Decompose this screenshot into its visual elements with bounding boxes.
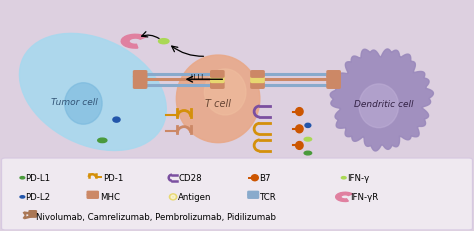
Text: T cell: T cell xyxy=(205,99,231,109)
FancyBboxPatch shape xyxy=(211,77,224,83)
Ellipse shape xyxy=(296,125,303,133)
Text: IFN-γR: IFN-γR xyxy=(350,192,378,201)
FancyBboxPatch shape xyxy=(248,191,258,195)
Text: IFN-γ: IFN-γ xyxy=(347,173,369,182)
FancyBboxPatch shape xyxy=(134,77,147,83)
Circle shape xyxy=(304,138,311,141)
Ellipse shape xyxy=(204,70,246,116)
FancyBboxPatch shape xyxy=(327,71,340,78)
Text: Nivolumab, Camrelizumab, Pembrolizumab, Pidilizumab: Nivolumab, Camrelizumab, Pembrolizumab, … xyxy=(36,212,275,221)
Text: Tumor cell: Tumor cell xyxy=(51,97,97,106)
Circle shape xyxy=(341,177,346,179)
FancyBboxPatch shape xyxy=(29,211,36,214)
Text: Antigen: Antigen xyxy=(178,192,211,201)
Circle shape xyxy=(20,177,25,179)
Ellipse shape xyxy=(176,56,260,143)
FancyBboxPatch shape xyxy=(87,195,98,198)
Ellipse shape xyxy=(296,142,303,150)
FancyBboxPatch shape xyxy=(29,214,36,217)
Ellipse shape xyxy=(305,124,311,128)
FancyBboxPatch shape xyxy=(211,71,224,78)
FancyBboxPatch shape xyxy=(251,71,264,78)
Ellipse shape xyxy=(19,34,166,151)
Ellipse shape xyxy=(251,175,258,181)
Polygon shape xyxy=(330,50,433,151)
FancyBboxPatch shape xyxy=(327,82,340,89)
FancyBboxPatch shape xyxy=(87,191,98,195)
Text: B7: B7 xyxy=(259,173,271,182)
FancyBboxPatch shape xyxy=(134,82,147,89)
Wedge shape xyxy=(336,192,352,202)
Circle shape xyxy=(98,139,107,143)
FancyBboxPatch shape xyxy=(211,82,224,89)
Text: PD-L2: PD-L2 xyxy=(26,192,51,201)
Text: PD-L1: PD-L1 xyxy=(26,173,51,182)
Text: Dendritic cell: Dendritic cell xyxy=(354,100,413,109)
Ellipse shape xyxy=(171,195,175,199)
Circle shape xyxy=(20,196,25,198)
FancyBboxPatch shape xyxy=(248,195,258,198)
Text: CD28: CD28 xyxy=(179,173,202,182)
Ellipse shape xyxy=(296,108,303,116)
Circle shape xyxy=(304,152,311,155)
Circle shape xyxy=(158,40,169,45)
FancyBboxPatch shape xyxy=(327,77,340,83)
Ellipse shape xyxy=(113,118,120,123)
FancyBboxPatch shape xyxy=(1,158,473,230)
Ellipse shape xyxy=(359,85,399,128)
Text: TCR: TCR xyxy=(260,192,277,201)
FancyBboxPatch shape xyxy=(251,82,264,89)
Text: PD-1: PD-1 xyxy=(103,173,124,182)
Ellipse shape xyxy=(169,194,177,200)
Wedge shape xyxy=(121,35,146,49)
FancyBboxPatch shape xyxy=(251,77,264,83)
FancyBboxPatch shape xyxy=(134,71,147,78)
Text: MHC: MHC xyxy=(100,192,120,201)
Ellipse shape xyxy=(64,83,102,125)
Text: ||||: |||| xyxy=(189,74,204,79)
